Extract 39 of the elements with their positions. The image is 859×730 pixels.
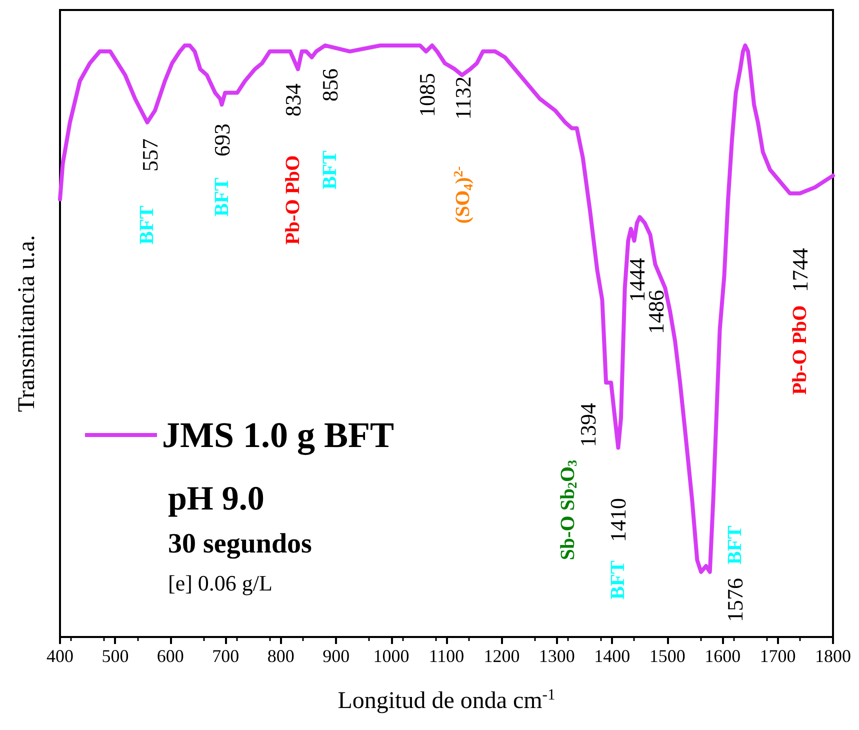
- annotation: BFT: [211, 176, 233, 216]
- x-tick-label: 1700: [760, 646, 796, 666]
- annotation: Pb-O PbO: [789, 305, 811, 395]
- x-tick-label: 700: [212, 646, 240, 666]
- annotation: 30 segundos: [168, 528, 312, 560]
- x-tick-label: 800: [267, 646, 294, 666]
- x-tick-label: 1300: [538, 646, 575, 666]
- x-tick-label: 1000: [373, 646, 410, 666]
- annotation: 834: [280, 84, 306, 116]
- annotation: pH 9.0: [168, 480, 264, 518]
- annotation: BFT: [319, 150, 341, 190]
- x-tick-label: 1500: [649, 646, 686, 666]
- annotation: Sb-O Sb2O3: [557, 459, 580, 560]
- annotation: 1744: [788, 248, 812, 292]
- x-tick-label: 1800: [815, 646, 851, 666]
- x-tick-label: 600: [156, 646, 184, 666]
- x-tick-label: 900: [322, 646, 350, 666]
- annotation: BFT: [136, 204, 158, 244]
- annotation: BFT: [724, 524, 746, 564]
- annotation: 693: [210, 124, 234, 156]
- x-tick-label: 1200: [484, 646, 520, 666]
- x-tick-label: 1100: [428, 646, 464, 666]
- annotation: BFT: [607, 560, 629, 600]
- y-axis-title: Transmitancia u.a.: [14, 234, 40, 412]
- annotation: 1576: [722, 578, 748, 622]
- annotation: 1132: [450, 76, 476, 120]
- annotation: 856: [318, 68, 342, 102]
- x-tick-label: 500: [102, 646, 129, 666]
- annotation: 1085: [414, 73, 440, 117]
- x-tick-label: 1400: [594, 646, 630, 666]
- x-tick-label: 1600: [704, 646, 741, 666]
- annotation: [e] 0.06 g/L: [168, 570, 272, 596]
- annotation: 1394: [576, 403, 600, 447]
- x-tick-label: 400: [46, 646, 74, 666]
- annotation: 1410: [606, 498, 630, 542]
- annotation: (SO4)2-: [450, 166, 476, 224]
- annotation: Pb-O PbO: [282, 155, 304, 245]
- legend-label: JMS 1.0 g BFT: [162, 415, 394, 455]
- annotation: 557: [138, 138, 162, 172]
